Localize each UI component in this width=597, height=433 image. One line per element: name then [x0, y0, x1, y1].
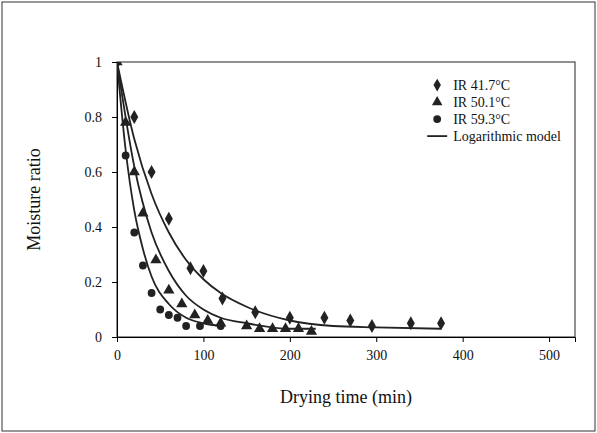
y-tick-label: 1 — [95, 55, 102, 70]
data-point — [286, 311, 294, 325]
marks — [117, 62, 445, 335]
x-tick: 0 — [114, 337, 121, 363]
x-tick-mark — [203, 337, 204, 342]
x-tick-mark — [463, 337, 464, 342]
data-point — [306, 325, 317, 335]
legend-label: IR 50.1°C — [453, 95, 510, 110]
y-tick: 0 — [95, 330, 117, 345]
x-axis: 0 100 200 300 400 500 — [114, 337, 576, 363]
x-tick-label: 500 — [539, 348, 560, 363]
plot-frame — [117, 62, 575, 337]
y-axis-title: Moisture ratio — [24, 148, 44, 250]
y-axis-line — [112, 63, 118, 338]
legend-swatch — [432, 96, 443, 105]
legend-label: Logarithmic model — [453, 129, 561, 144]
data-point — [163, 284, 174, 294]
data-point — [156, 306, 164, 314]
legend-swatch — [433, 115, 441, 123]
model-line — [117, 62, 441, 329]
y-axis: 0 0.2 0.4 0.6 0.8 1 — [85, 55, 118, 345]
data-point — [202, 314, 213, 324]
data-point — [165, 212, 173, 226]
legend-item: IR 41.7°C — [433, 78, 510, 93]
data-point — [130, 229, 138, 237]
data-point — [368, 319, 376, 333]
y-tick-mark — [112, 117, 117, 118]
y-tick-mark — [112, 227, 117, 228]
legend-swatch — [427, 135, 447, 137]
y-tick: 1 — [95, 55, 117, 70]
x-tick-mark — [549, 337, 550, 342]
x-axis-title: Drying time (min) — [280, 387, 412, 408]
y-tick-mark — [112, 337, 117, 338]
chart: 0 100 200 300 400 500 0 0.2 0.4 0.6 0.8 1 Drying tim… — [0, 0, 597, 433]
data-point — [254, 322, 265, 332]
x-tick-label: 300 — [366, 348, 387, 363]
x-tick-label: 200 — [280, 348, 301, 363]
y-tick-label: 0.4 — [85, 220, 103, 235]
y-tick: 0.2 — [85, 275, 118, 290]
data-point — [189, 308, 200, 318]
x-tick: 500 — [539, 337, 560, 363]
y-tick-mark — [112, 172, 117, 173]
x-tick-mark — [376, 337, 377, 342]
legend-item: Logarithmic model — [427, 129, 561, 144]
data-point — [148, 165, 156, 179]
data-point — [176, 297, 187, 307]
legend-label: IR 41.7°C — [453, 78, 510, 93]
model-line — [117, 62, 221, 326]
y-tick-mark — [112, 62, 117, 63]
legend-item: IR 50.1°C — [432, 95, 510, 110]
legend-label: IR 59.3°C — [453, 112, 510, 127]
x-tick-label: 400 — [453, 348, 474, 363]
x-tick-label: 0 — [114, 348, 121, 363]
figure-border — [2, 2, 595, 431]
y-tick-mark — [112, 282, 117, 283]
model-line — [117, 62, 316, 329]
data-point — [320, 311, 328, 325]
y-tick: 0.4 — [85, 220, 118, 235]
legend-item: IR 59.3°C — [433, 112, 510, 127]
data-point — [280, 322, 291, 332]
x-tick: 400 — [453, 337, 474, 363]
y-tick-label: 0.2 — [85, 275, 103, 290]
x-tick-mark — [290, 337, 291, 342]
x-tick: 100 — [193, 337, 214, 363]
legend: IR 41.7°C IR 50.1°C IR 59.3°C Logarithmic m… — [427, 78, 561, 144]
data-point — [182, 322, 190, 330]
y-tick: 0.8 — [85, 110, 118, 125]
y-tick: 0.6 — [85, 165, 118, 180]
plot: 0 100 200 300 400 500 0 0.2 0.4 0.6 0.8 1 — [85, 55, 576, 363]
data-point — [346, 314, 354, 328]
y-tick-label: 0.8 — [85, 110, 103, 125]
legend-swatch — [433, 79, 440, 92]
x-tick: 200 — [280, 337, 301, 363]
data-point — [130, 110, 138, 124]
data-point — [148, 289, 156, 297]
data-point — [165, 311, 173, 319]
y-tick-label: 0 — [95, 330, 102, 345]
x-axis-line — [118, 338, 576, 343]
data-point — [139, 262, 147, 270]
x-tick: 300 — [366, 337, 387, 363]
y-tick-label: 0.6 — [85, 165, 103, 180]
x-tick-label: 100 — [193, 348, 214, 363]
